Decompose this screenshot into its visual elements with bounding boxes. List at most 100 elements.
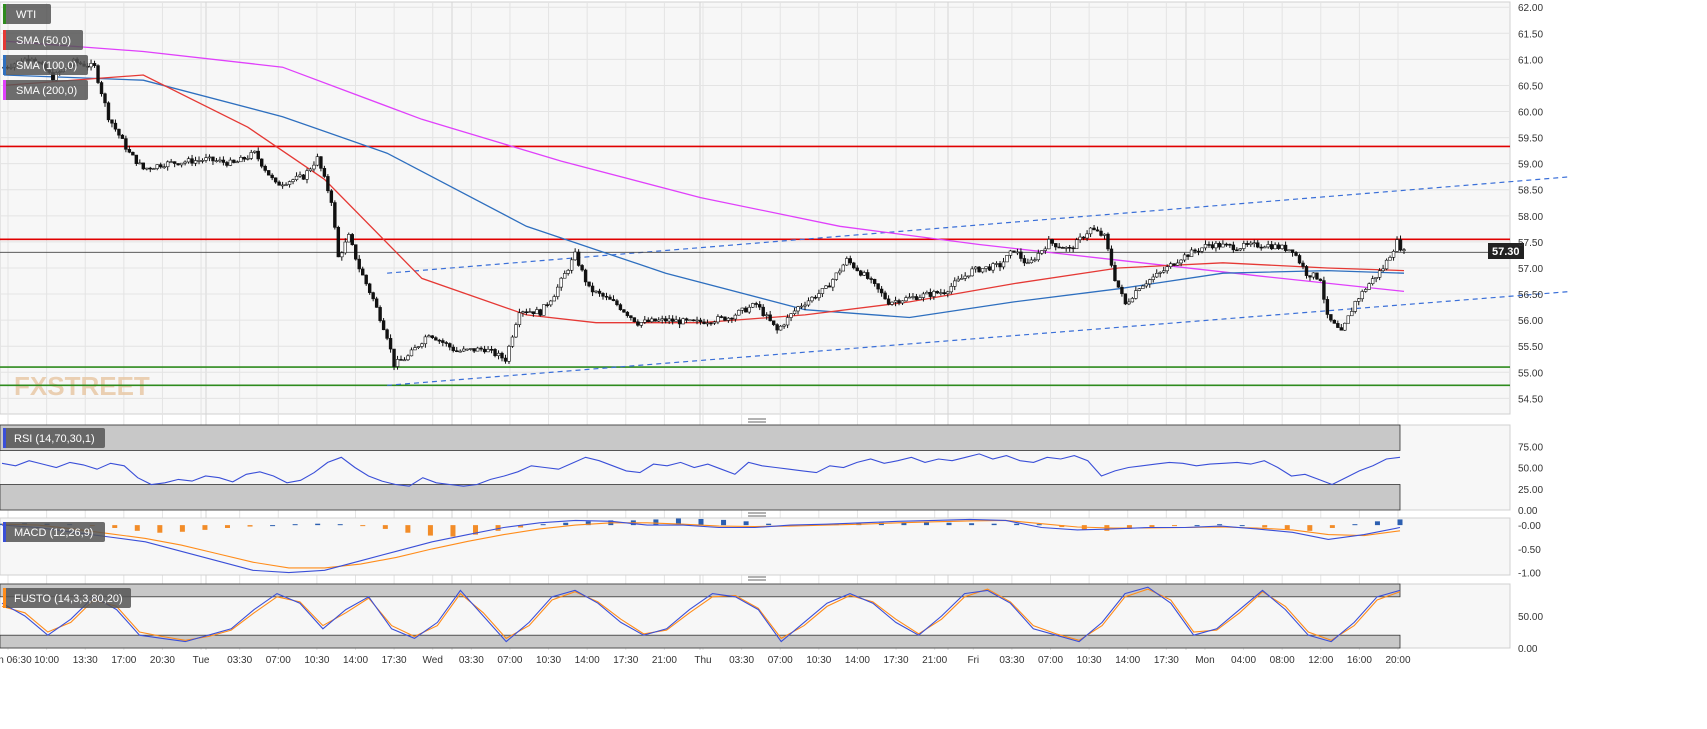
legend-instrument[interactable]: WTI [3, 4, 51, 24]
candle-bull [921, 293, 926, 298]
macd-histogram-bar [1217, 524, 1223, 526]
price-tick-label: 56.00 [1518, 316, 1543, 327]
candle-bull [1005, 255, 1009, 263]
candle-bear [127, 149, 132, 153]
candle-bear [1067, 246, 1072, 249]
pane-splitter-1[interactable] [748, 418, 766, 423]
macd-histogram-bar [766, 523, 772, 526]
macd-histogram-bar [382, 525, 388, 529]
candle-bear [1283, 244, 1288, 251]
candle-bull [845, 258, 849, 266]
candle-bear [531, 311, 536, 315]
candle-bear [1332, 319, 1337, 324]
candle-bear [663, 318, 668, 322]
time-tick-label: 17:30 [382, 655, 407, 666]
time-tick-label: 21:00 [652, 655, 677, 666]
macd-histogram-bar [224, 525, 230, 528]
candle-bear [524, 311, 529, 314]
candle-bull [340, 252, 344, 258]
candle-bull [890, 301, 894, 305]
macd-histogram-bar [1262, 525, 1268, 528]
candle-bull [751, 303, 755, 308]
legend-sma200[interactable]: SMA (200,0) [3, 80, 88, 100]
legend-sma50[interactable]: SMA (50,0) [3, 30, 83, 50]
candle-bull [956, 278, 960, 282]
candle-bull [496, 352, 501, 357]
time-tick-label: 17:30 [1154, 655, 1179, 666]
candle-bull [1158, 271, 1162, 274]
pane-splitter-2[interactable] [748, 512, 766, 517]
candle-bull [1179, 259, 1183, 264]
candle-bull [1402, 249, 1406, 251]
time-tick-label: 10:30 [1077, 655, 1102, 666]
candle-bull [688, 319, 692, 322]
candle-bull [197, 160, 201, 162]
candle-bull [806, 300, 811, 306]
price-tick-label: 58.00 [1518, 212, 1543, 223]
macd-histogram-bar [1172, 525, 1178, 527]
candle-bull [475, 347, 480, 352]
macd-histogram-bar [901, 522, 907, 526]
candle-bear [576, 251, 581, 266]
price-tick-label: 57.00 [1518, 264, 1543, 275]
candle-bear [928, 292, 933, 297]
macd-histogram-bar [946, 522, 952, 526]
macd-histogram-bar [1284, 525, 1290, 530]
candle-bear [437, 339, 442, 342]
candle-bull [681, 318, 685, 325]
legend-macd[interactable]: MACD (12,26,9) [3, 522, 105, 542]
candle-bear [590, 285, 595, 293]
fusto-tick-label: 0.00 [1518, 644, 1538, 655]
candle-bull [521, 311, 525, 314]
candle-bull [1238, 248, 1243, 251]
candle-bear [441, 340, 445, 343]
candle-bull [193, 160, 198, 164]
time-tick-label: 08:00 [1270, 655, 1295, 666]
candle-bear [608, 296, 612, 300]
candle-bull [712, 321, 717, 324]
candle-bull [1377, 270, 1382, 278]
rsi-tick-label: 0.00 [1518, 506, 1538, 517]
candle-bear [632, 317, 637, 323]
fusto-panel: 50.00 0.00 [0, 583, 1543, 655]
time-tick-label: 07:00 [497, 655, 522, 666]
candle-bear [1071, 247, 1075, 250]
candle-bull [667, 318, 671, 322]
candle-bull [747, 306, 751, 313]
candle-bull [89, 63, 93, 68]
candle-bear [744, 307, 748, 313]
candle-bear [1172, 263, 1176, 266]
candle-bear [1113, 265, 1117, 281]
candle-bull [1148, 279, 1152, 285]
candle-bear [455, 350, 459, 352]
candle-bear [256, 150, 260, 160]
candle-bear [385, 329, 389, 339]
candle-bear [493, 349, 497, 357]
candle-bull [932, 291, 936, 297]
candle-bull [528, 311, 532, 313]
candle-bull [650, 318, 654, 323]
candle-bear [1092, 227, 1096, 231]
candle-bear [472, 348, 476, 352]
candle-bear [221, 159, 226, 163]
candle-bear [92, 63, 97, 66]
candle-bull [862, 272, 866, 276]
candle-bull [183, 161, 187, 164]
candle-bull [831, 279, 835, 288]
candle-bull [792, 310, 797, 315]
legend-fusto[interactable]: FUSTO (14,3,3,80,20) [3, 588, 131, 608]
legend-rsi[interactable]: RSI (14,70,30,1) [3, 428, 105, 448]
candle-bull [1252, 242, 1256, 245]
macd-histogram-bar [112, 525, 118, 528]
candle-bull [542, 304, 546, 316]
price-tick-label: 60.50 [1518, 81, 1543, 92]
candle-bull [1266, 244, 1270, 248]
pane-splitter-3[interactable] [748, 576, 766, 581]
macd-histogram-bar [743, 521, 749, 526]
candle-bull [946, 291, 950, 294]
candle-bear [434, 337, 438, 341]
macd-histogram-bar [1307, 525, 1313, 531]
legend-sma100[interactable]: SMA (100,0) [3, 55, 88, 75]
time-tick-label: Fri [967, 655, 979, 666]
candle-bear [625, 311, 630, 316]
